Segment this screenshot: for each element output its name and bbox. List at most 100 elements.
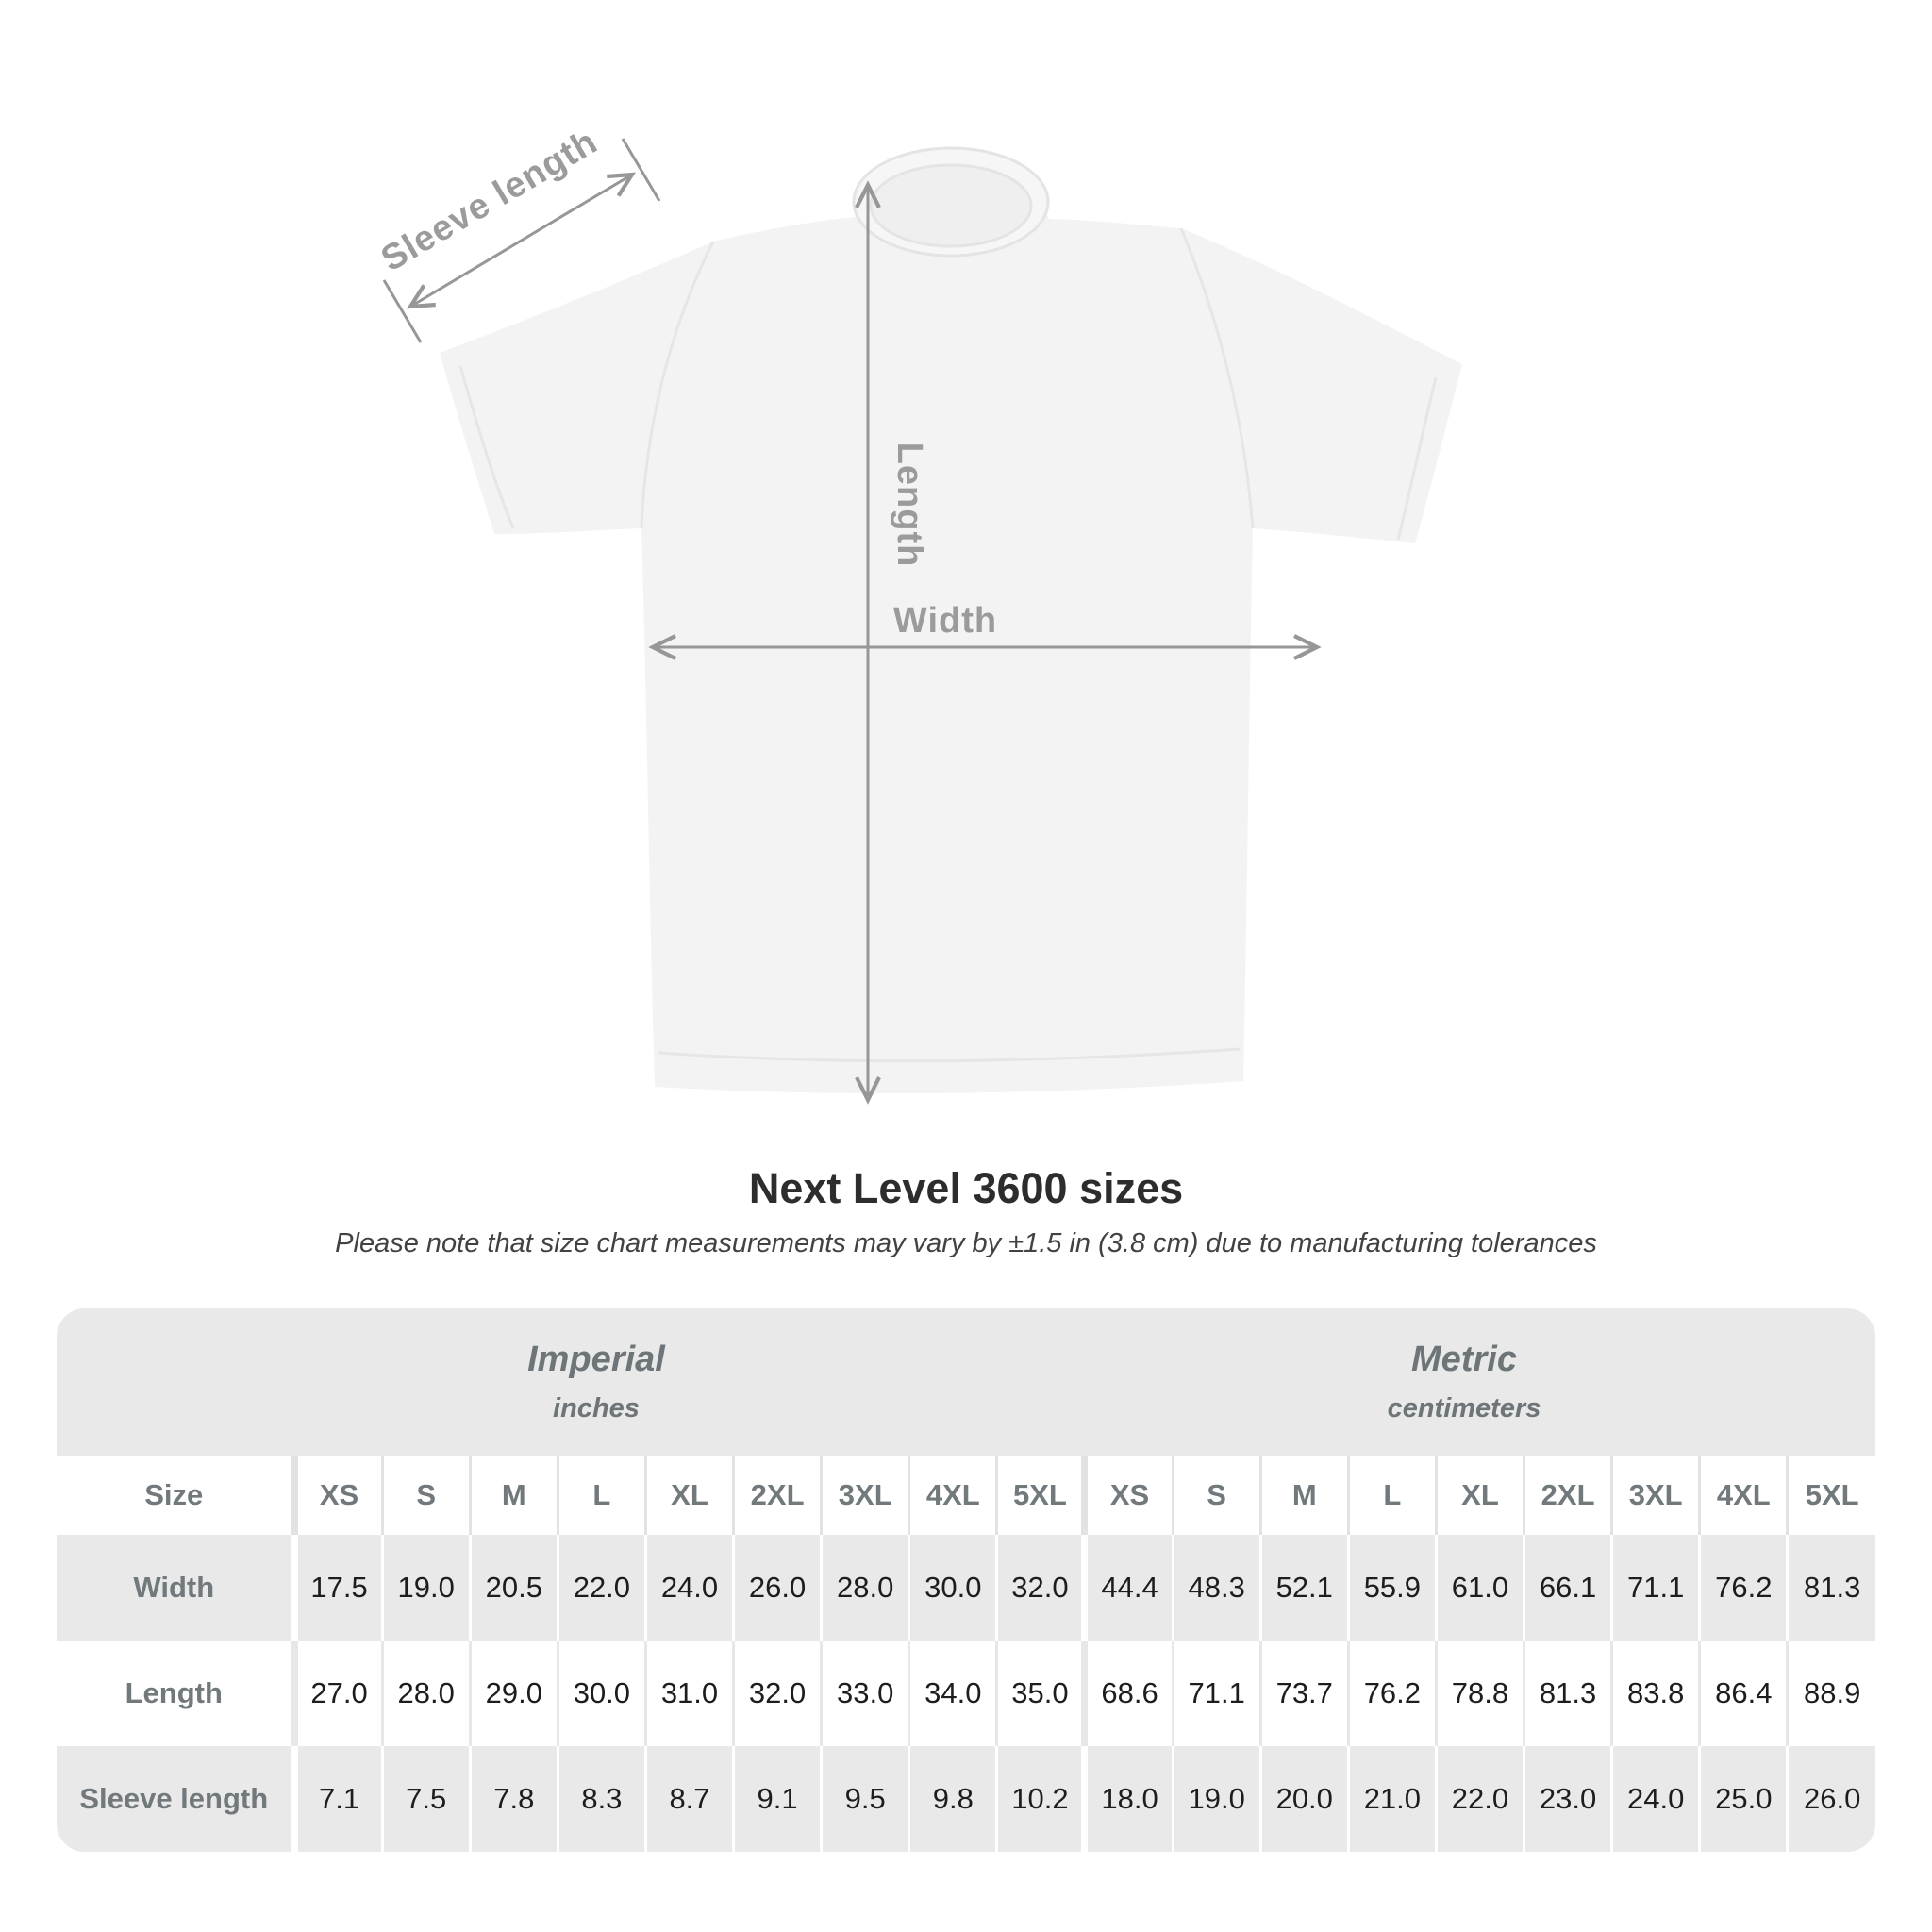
size-header: 2XL: [732, 1456, 822, 1535]
value-cell: 8.3: [556, 1746, 646, 1852]
value-cell: 73.7: [1258, 1641, 1349, 1746]
value-cell: 83.8: [1610, 1641, 1700, 1746]
value-cell: 71.1: [1610, 1535, 1700, 1641]
value-cell: 19.0: [1171, 1746, 1261, 1852]
imperial-label: Imperial: [527, 1340, 665, 1379]
length-label: Length: [890, 442, 929, 568]
metric-group-header: Metric centimeters: [1085, 1308, 1875, 1456]
size-header: M: [1258, 1456, 1349, 1535]
value-cell: 24.0: [1610, 1746, 1700, 1852]
tshirt-bottom-hem: [658, 1047, 1241, 1063]
value-cell: 17.5: [291, 1535, 383, 1641]
size-header: S: [1171, 1456, 1261, 1535]
value-cell: 34.0: [908, 1641, 997, 1746]
row-label: Width: [133, 1571, 215, 1604]
value-cell: 88.9: [1786, 1641, 1875, 1746]
tshirt-armhole-seam-left: [640, 241, 715, 529]
value-cell: 81.3: [1523, 1641, 1612, 1746]
value-cell: 28.0: [380, 1641, 471, 1746]
value-cell: 20.5: [468, 1535, 558, 1641]
value-cell: 28.0: [820, 1535, 909, 1641]
table-row-sleeve-length: Sleeve length 7.1 7.5 7.8 8.3 8.7 9.1 9.…: [57, 1746, 1875, 1852]
size-table: Imperial inches Metric centimeters Size …: [57, 1308, 1875, 1852]
value-cell: 30.0: [556, 1641, 646, 1746]
value-cell: 31.0: [643, 1641, 734, 1746]
value-cell: 24.0: [643, 1535, 734, 1641]
value-cell: 68.6: [1081, 1641, 1174, 1746]
value-cell: 32.0: [995, 1535, 1085, 1641]
value-cell: 61.0: [1434, 1535, 1524, 1641]
dimension-tick: [382, 279, 423, 343]
imperial-group-header: Imperial inches: [57, 1308, 1085, 1456]
size-header: 5XL: [995, 1456, 1085, 1535]
size-header: M: [468, 1456, 558, 1535]
size-header: 4XL: [1698, 1456, 1788, 1535]
tshirt-collar-inner: [869, 163, 1033, 248]
size-header: 2XL: [1523, 1456, 1612, 1535]
value-cell: 8.7: [643, 1746, 734, 1852]
value-cell: 52.1: [1258, 1535, 1349, 1641]
value-cell: 22.0: [556, 1535, 646, 1641]
value-cell: 9.8: [908, 1746, 997, 1852]
page-title: Next Level 3600 sizes: [748, 1164, 1184, 1212]
size-header: XS: [1081, 1456, 1174, 1535]
value-cell: 29.0: [468, 1641, 558, 1746]
size-header: L: [1346, 1456, 1437, 1535]
metric-label: Metric: [1411, 1340, 1517, 1379]
size-header: S: [380, 1456, 471, 1535]
value-cell: 23.0: [1523, 1746, 1612, 1852]
row-label: Length: [125, 1676, 223, 1709]
metric-unit: centimeters: [1387, 1393, 1541, 1424]
value-cell: 21.0: [1346, 1746, 1437, 1852]
value-cell: 18.0: [1081, 1746, 1174, 1852]
value-cell: 10.2: [995, 1746, 1085, 1852]
value-cell: 78.8: [1434, 1641, 1524, 1746]
size-header: 3XL: [820, 1456, 909, 1535]
value-cell: 48.3: [1171, 1535, 1261, 1641]
tshirt-armhole-seam-right: [1179, 227, 1255, 529]
value-cell: 26.0: [732, 1535, 822, 1641]
tshirt-measurement-diagram: Sleeve length Length Width: [375, 122, 1462, 1105]
value-cell: 9.1: [732, 1746, 822, 1852]
value-cell: 35.0: [995, 1641, 1085, 1746]
table-row-width: Width 17.5 19.0 20.5 22.0 24.0 26.0 28.0…: [57, 1535, 1875, 1641]
value-cell: 22.0: [1434, 1746, 1524, 1852]
width-dimension: Width: [648, 601, 1322, 660]
tshirt-sleeve-hem-right: [1396, 376, 1438, 541]
size-header: L: [556, 1456, 646, 1535]
unit-group-row: Imperial inches Metric centimeters: [57, 1308, 1875, 1456]
table-row-length: Length 27.0 28.0 29.0 30.0 31.0 32.0 33.…: [57, 1641, 1875, 1746]
value-cell: 76.2: [1346, 1641, 1437, 1746]
size-header: XS: [291, 1456, 383, 1535]
value-cell: 32.0: [732, 1641, 822, 1746]
value-cell: 19.0: [380, 1535, 471, 1641]
imperial-unit: inches: [553, 1393, 640, 1424]
size-header: 4XL: [908, 1456, 997, 1535]
width-label: Width: [893, 601, 997, 641]
value-cell: 76.2: [1698, 1535, 1788, 1641]
value-cell: 27.0: [291, 1641, 383, 1746]
dimension-tick: [621, 138, 661, 202]
size-header: XL: [1434, 1456, 1524, 1535]
size-header-row: Size XS S M L XL 2XL 3XL 4XL 5XL XS S M …: [57, 1456, 1875, 1535]
value-cell: 33.0: [820, 1641, 909, 1746]
size-column-header: Size: [144, 1478, 204, 1511]
value-cell: 25.0: [1698, 1746, 1788, 1852]
value-cell: 81.3: [1786, 1535, 1875, 1641]
tolerance-note: Please note that size chart measurements…: [335, 1228, 1597, 1258]
value-cell: 20.0: [1258, 1746, 1349, 1852]
sleeve-length-label: Sleeve length: [375, 122, 605, 279]
value-cell: 44.4: [1081, 1535, 1174, 1641]
size-table-grid: Imperial inches Metric centimeters Size …: [57, 1308, 1875, 1852]
size-header: XL: [643, 1456, 734, 1535]
value-cell: 9.5: [820, 1746, 909, 1852]
value-cell: 26.0: [1786, 1746, 1875, 1852]
row-label: Sleeve length: [79, 1782, 269, 1815]
tshirt-sleeve-hem-left: [458, 365, 515, 529]
size-header: 5XL: [1786, 1456, 1875, 1535]
value-cell: 55.9: [1346, 1535, 1437, 1641]
value-cell: 30.0: [908, 1535, 997, 1641]
tshirt-silhouette: [440, 171, 1462, 1094]
value-cell: 7.1: [291, 1746, 383, 1852]
